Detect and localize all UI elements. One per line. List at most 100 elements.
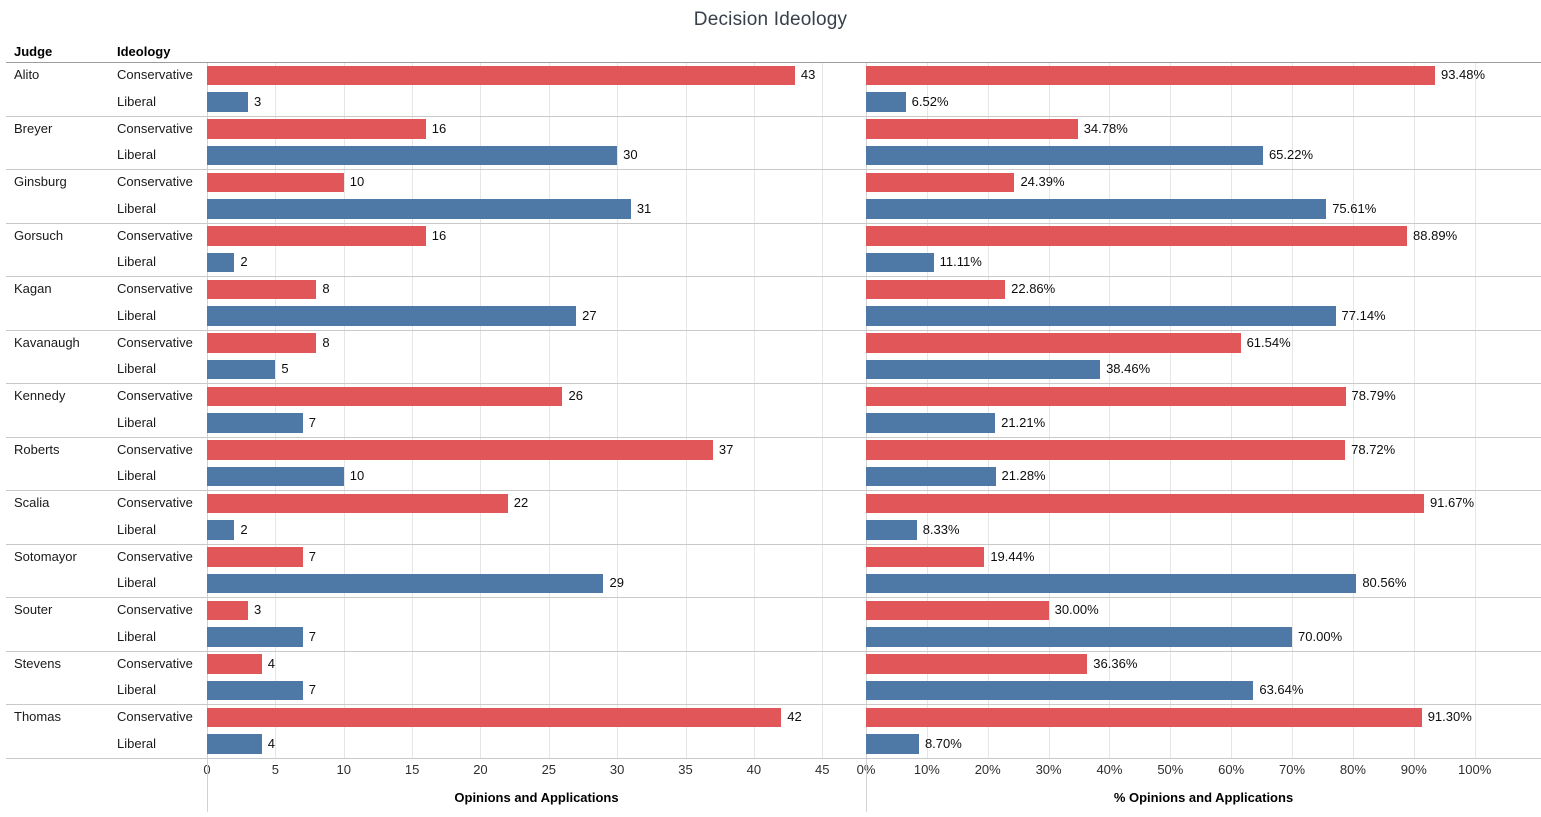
liberal-count-bar[interactable] bbox=[207, 199, 631, 219]
ideology-label: Conservative bbox=[117, 174, 193, 189]
bar-value-label: 78.79% bbox=[1351, 388, 1396, 403]
conservative-pct-bar[interactable] bbox=[866, 65, 1435, 86]
ideology-label: Conservative bbox=[117, 495, 193, 510]
bar-value-label: 3 bbox=[254, 93, 262, 109]
ideology-label: Conservative bbox=[117, 388, 193, 403]
judge-label: Roberts bbox=[14, 441, 60, 457]
liberal-count-bar[interactable] bbox=[207, 734, 262, 754]
conservative-pct-bar[interactable] bbox=[866, 333, 1241, 353]
judge-label: Stevens bbox=[14, 655, 61, 671]
bar-value-label: 29 bbox=[609, 575, 624, 591]
conservative-count-bar[interactable] bbox=[207, 547, 303, 567]
conservative-pct-bar[interactable] bbox=[866, 654, 1088, 674]
conservative-count-bar[interactable] bbox=[207, 440, 713, 460]
liberal-pct-bar[interactable] bbox=[866, 466, 996, 487]
gridline bbox=[480, 62, 482, 758]
judge-label: Alito bbox=[14, 67, 40, 82]
bar-value-label: 63.64% bbox=[1259, 682, 1304, 698]
conservative-count-bar[interactable] bbox=[207, 172, 344, 193]
conservative-count-bar[interactable] bbox=[207, 226, 426, 246]
liberal-count-bar[interactable] bbox=[207, 413, 303, 433]
liberal-count-bar[interactable] bbox=[207, 252, 235, 273]
liberal-pct-bar[interactable] bbox=[866, 680, 1254, 701]
ideology-label: Conservative bbox=[117, 281, 193, 296]
bar-value-label: 88.89% bbox=[1413, 227, 1458, 243]
liberal-count-bar[interactable] bbox=[207, 680, 303, 701]
liberal-pct-bar[interactable] bbox=[866, 734, 919, 754]
bar-value-label: 2 bbox=[240, 254, 248, 270]
conservative-pct-bar[interactable] bbox=[866, 386, 1346, 407]
gridline bbox=[753, 62, 755, 758]
bar-value-label: 37 bbox=[718, 441, 734, 457]
group-separator bbox=[6, 597, 1541, 598]
liberal-pct-bar[interactable] bbox=[866, 199, 1327, 219]
conservative-count-bar[interactable] bbox=[207, 65, 795, 86]
conservative-count-bar[interactable] bbox=[207, 386, 563, 407]
judge-label: Souter bbox=[14, 602, 53, 617]
liberal-count-bar[interactable] bbox=[207, 466, 344, 487]
conservative-count-bar[interactable] bbox=[207, 493, 508, 514]
axis-tick-label: 30% bbox=[1035, 762, 1062, 777]
liberal-count-bar[interactable] bbox=[207, 306, 577, 326]
conservative-count-bar[interactable] bbox=[207, 333, 317, 353]
liberal-count-bar[interactable] bbox=[207, 627, 303, 647]
gridline bbox=[1231, 62, 1233, 758]
group-separator bbox=[6, 329, 1541, 331]
conservative-pct-bar[interactable] bbox=[866, 493, 1424, 514]
ideology-label: Conservative bbox=[117, 334, 193, 350]
conservative-pct-bar[interactable] bbox=[866, 440, 1346, 460]
gridline bbox=[1109, 62, 1111, 758]
conservative-count-bar[interactable] bbox=[207, 600, 249, 621]
axis-tick-label: 20 bbox=[473, 762, 488, 777]
liberal-count-bar[interactable] bbox=[207, 145, 618, 166]
liberal-pct-bar[interactable] bbox=[866, 413, 996, 433]
group-separator bbox=[6, 650, 1541, 652]
bar-value-label: 21.28% bbox=[1001, 468, 1046, 484]
liberal-pct-bar[interactable] bbox=[866, 520, 917, 540]
liberal-count-bar[interactable] bbox=[207, 359, 276, 380]
liberal-pct-bar[interactable] bbox=[866, 627, 1293, 647]
ideology-label: Conservative bbox=[117, 602, 193, 617]
conservative-pct-bar[interactable] bbox=[866, 707, 1422, 728]
axis-tick-label: 50% bbox=[1157, 762, 1184, 777]
gridline bbox=[685, 62, 687, 758]
liberal-pct-bar[interactable] bbox=[866, 145, 1263, 166]
conservative-pct-bar[interactable] bbox=[866, 600, 1049, 621]
judge-label: Kavanaugh bbox=[14, 334, 80, 350]
conservative-count-bar[interactable] bbox=[207, 119, 426, 139]
liberal-pct-bar[interactable] bbox=[866, 573, 1357, 594]
ideology-label: Liberal bbox=[117, 307, 157, 323]
bar-value-label: 8.33% bbox=[922, 521, 960, 537]
conservative-pct-bar[interactable] bbox=[866, 279, 1006, 300]
conservative-count-bar[interactable] bbox=[207, 654, 262, 674]
ideology-label: Liberal bbox=[117, 254, 157, 270]
gridline bbox=[1292, 62, 1294, 758]
liberal-pct-bar[interactable] bbox=[866, 359, 1101, 380]
ideology-label: Conservative bbox=[117, 548, 193, 564]
liberal-count-bar[interactable] bbox=[207, 520, 235, 540]
judge-label: Ginsburg bbox=[14, 174, 67, 189]
conservative-count-bar[interactable] bbox=[207, 707, 782, 728]
axis-tick-label: 15 bbox=[404, 762, 420, 777]
conservative-pct-bar[interactable] bbox=[866, 119, 1078, 139]
ideology-label: Liberal bbox=[117, 628, 157, 644]
conservative-pct-bar[interactable] bbox=[866, 172, 1015, 193]
liberal-count-bar[interactable] bbox=[207, 573, 604, 594]
conservative-pct-bar[interactable] bbox=[866, 547, 985, 567]
axis-tick-label: 40% bbox=[1096, 762, 1123, 777]
ideology-label: Liberal bbox=[117, 147, 157, 163]
group-separator bbox=[6, 543, 1541, 545]
liberal-pct-bar[interactable] bbox=[866, 306, 1336, 326]
conservative-count-bar[interactable] bbox=[207, 279, 317, 300]
bar-value-label: 22 bbox=[513, 495, 529, 510]
chart-title: Decision Ideology bbox=[693, 9, 848, 30]
conservative-pct-bar[interactable] bbox=[866, 226, 1408, 246]
axis-tick-label: 25 bbox=[541, 762, 557, 777]
liberal-pct-bar[interactable] bbox=[866, 92, 906, 112]
liberal-count-bar[interactable] bbox=[207, 92, 249, 112]
gridline bbox=[987, 62, 989, 758]
bar-value-label: 8 bbox=[322, 334, 330, 350]
ideology-label: Conservative bbox=[117, 441, 193, 457]
bar-value-label: 80.56% bbox=[1362, 575, 1407, 591]
liberal-pct-bar[interactable] bbox=[866, 252, 934, 273]
